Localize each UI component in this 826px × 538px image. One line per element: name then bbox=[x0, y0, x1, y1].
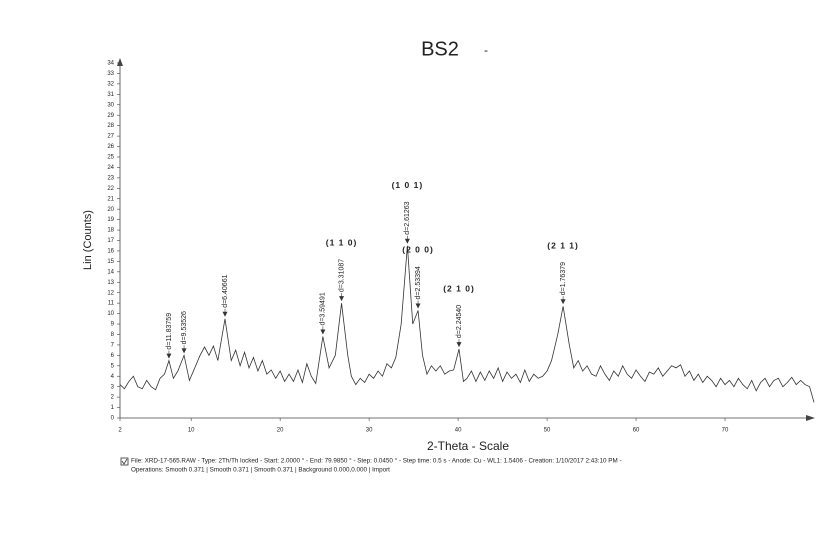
peak-d-label: d=6.40661 bbox=[222, 274, 229, 307]
y-tick-label: 10 bbox=[107, 311, 114, 317]
y-tick-label: 32 bbox=[107, 81, 114, 87]
peak-marker bbox=[404, 238, 410, 244]
x-tick-label: 50 bbox=[544, 428, 551, 434]
peak-d-label: d=3.59491 bbox=[320, 292, 327, 325]
y-tick-label: 9 bbox=[111, 322, 115, 328]
y-tick-label: 16 bbox=[107, 249, 114, 255]
y-tick-label: 22 bbox=[107, 186, 114, 192]
y-tick-label: 20 bbox=[107, 207, 114, 213]
x-tick-label: 20 bbox=[277, 428, 284, 434]
y-tick-label: 6 bbox=[111, 353, 115, 359]
y-tick-label: 17 bbox=[107, 238, 114, 244]
y-tick-label: 1 bbox=[111, 405, 115, 411]
x-axis-arrow bbox=[806, 415, 815, 421]
y-tick-label: 31 bbox=[107, 92, 114, 98]
x-tick-label: 10 bbox=[188, 428, 195, 434]
y-tick-label: 18 bbox=[107, 228, 114, 234]
y-axis-label: Lin (Counts) bbox=[82, 210, 94, 270]
y-tick-label: 19 bbox=[107, 217, 114, 223]
peak-marker bbox=[222, 311, 228, 317]
x-tick-label: 30 bbox=[366, 428, 373, 434]
x-tick-label: 2 bbox=[118, 428, 122, 434]
y-tick-label: 23 bbox=[107, 175, 114, 181]
y-tick-label: 25 bbox=[107, 155, 114, 161]
y-tick-label: 7 bbox=[111, 342, 115, 348]
peak-d-label: d=11.83759 bbox=[166, 313, 173, 350]
y-tick-label: 29 bbox=[107, 113, 114, 119]
y-tick-label: 3 bbox=[111, 384, 115, 390]
y-tick-label: 33 bbox=[107, 71, 114, 77]
title-suffix: - bbox=[484, 43, 488, 57]
y-tick-label: 13 bbox=[107, 280, 114, 286]
data-line bbox=[119, 245, 815, 403]
x-tick-label: 60 bbox=[633, 428, 640, 434]
footer-line: Operations: Smooth 0.371 | Smooth 0.371 … bbox=[131, 467, 390, 474]
y-tick-label: 0 bbox=[111, 416, 115, 422]
peak-d-label: d=9.53526 bbox=[181, 311, 188, 344]
y-tick-label: 15 bbox=[107, 259, 114, 265]
peak-marker bbox=[181, 348, 187, 354]
y-tick-label: 24 bbox=[107, 165, 114, 171]
x-tick-label: 70 bbox=[722, 428, 729, 434]
x-axis-label: 2-Theta - Scale bbox=[427, 439, 509, 453]
y-tick-label: 34 bbox=[107, 61, 114, 67]
peak-marker bbox=[415, 303, 421, 309]
peak-marker bbox=[339, 296, 345, 302]
y-tick-label: 5 bbox=[111, 363, 115, 369]
peak-d-label: d=2.53394 bbox=[415, 266, 422, 299]
y-tick-label: 26 bbox=[107, 144, 114, 150]
y-tick-label: 30 bbox=[107, 102, 114, 108]
peak-hkl-label: (1 1 0) bbox=[326, 237, 358, 247]
peak-d-label: d=2.24540 bbox=[456, 305, 463, 338]
peak-d-label: d=1.76379 bbox=[560, 262, 567, 295]
y-tick-label: 28 bbox=[107, 123, 114, 129]
peak-marker bbox=[456, 342, 462, 348]
y-tick-label: 21 bbox=[107, 196, 114, 202]
y-tick-label: 2 bbox=[111, 395, 115, 401]
y-tick-label: 14 bbox=[107, 269, 114, 275]
peak-marker bbox=[320, 329, 326, 335]
y-axis-arrow bbox=[117, 58, 123, 66]
peak-d-label: d=2.61263 bbox=[404, 201, 411, 234]
y-tick-label: 4 bbox=[111, 374, 115, 380]
peak-hkl-label: (1 0 1) bbox=[392, 180, 424, 190]
y-tick-label: 27 bbox=[107, 134, 114, 140]
peak-hkl-label: (2 1 0) bbox=[443, 283, 475, 293]
peak-hkl-label: (2 0 0) bbox=[402, 245, 434, 255]
y-tick-label: 8 bbox=[111, 332, 115, 338]
footer-line: File: XRD-17-565.RAW - Type: 2Th/Th lock… bbox=[131, 457, 622, 465]
x-tick-label: 40 bbox=[455, 428, 462, 434]
peak-d-label: d=3.31087 bbox=[338, 259, 345, 292]
footer-check bbox=[121, 458, 128, 465]
chart-title: BS2 bbox=[421, 38, 459, 60]
y-tick-label: 11 bbox=[108, 301, 115, 307]
peak-hkl-label: (2 1 1) bbox=[547, 241, 579, 251]
peak-marker bbox=[166, 353, 172, 359]
peak-marker bbox=[560, 299, 566, 305]
y-tick-label: 12 bbox=[107, 290, 114, 296]
footer-icon bbox=[120, 457, 129, 466]
